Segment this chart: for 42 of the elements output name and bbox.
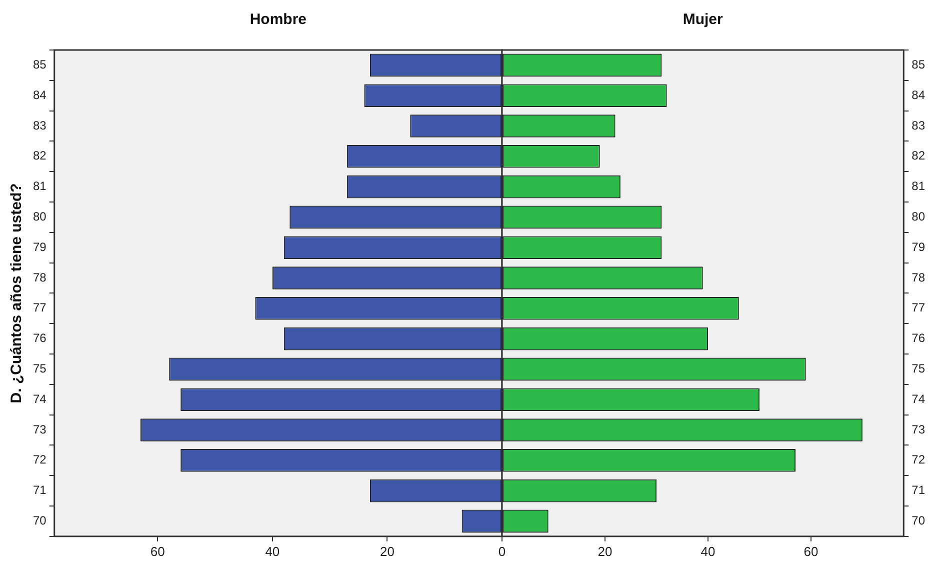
- x-tick-label: 0: [498, 544, 506, 559]
- y-tick-label: 83: [32, 118, 47, 132]
- y-tick-label: 81: [32, 179, 47, 194]
- y-tick-label: 84: [32, 88, 47, 102]
- y-axis-title: D. ¿Cuántos años tiene usted?: [8, 183, 26, 404]
- x-tick-label: 40: [700, 544, 716, 559]
- y-tick-label: 85: [912, 58, 926, 72]
- chart-title: Mujer: [682, 11, 723, 28]
- y-tick-label: 71: [32, 483, 47, 498]
- y-tick-label: 72: [32, 452, 47, 467]
- y-tick-label: 81: [912, 179, 926, 194]
- x-tick-label: 40: [265, 544, 280, 559]
- y-tick-label: 76: [32, 331, 47, 346]
- y-tick-label: 76: [912, 331, 926, 346]
- y-tick-label: 77: [32, 300, 47, 315]
- y-tick-label: 82: [912, 148, 926, 163]
- x-tick-label: 20: [380, 544, 394, 559]
- x-tick-label: 20: [598, 544, 612, 559]
- y-tick-label: 72: [912, 452, 926, 467]
- y-tick-label: 74: [32, 392, 47, 406]
- y-tick-label: 80: [32, 210, 47, 224]
- x-tick-label: 60: [804, 544, 818, 559]
- y-tick-label: 77: [912, 300, 926, 315]
- y-tick-label: 74: [912, 392, 926, 406]
- y-tick-label: 78: [912, 270, 926, 284]
- y-tick-label: 70: [912, 514, 926, 528]
- y-tick-label: 70: [32, 514, 47, 528]
- y-tick-label: 75: [32, 362, 47, 376]
- x-tick-label: 60: [150, 544, 165, 559]
- y-tick-label: 84: [912, 88, 926, 102]
- y-tick-label: 75: [912, 362, 926, 376]
- y-tick-label: 80: [912, 210, 926, 224]
- y-tick-label: 82: [32, 148, 47, 163]
- chart-title: Hombre: [250, 11, 307, 28]
- y-tick-label: 79: [912, 240, 926, 254]
- y-tick-label: 85: [32, 58, 47, 72]
- y-tick-label: 79: [32, 240, 47, 254]
- y-tick-label: 73: [32, 422, 47, 436]
- y-tick-label: 73: [912, 422, 926, 436]
- y-tick-label: 83: [912, 118, 926, 132]
- y-tick-label: 71: [912, 483, 926, 498]
- y-tick-label: 78: [32, 270, 47, 284]
